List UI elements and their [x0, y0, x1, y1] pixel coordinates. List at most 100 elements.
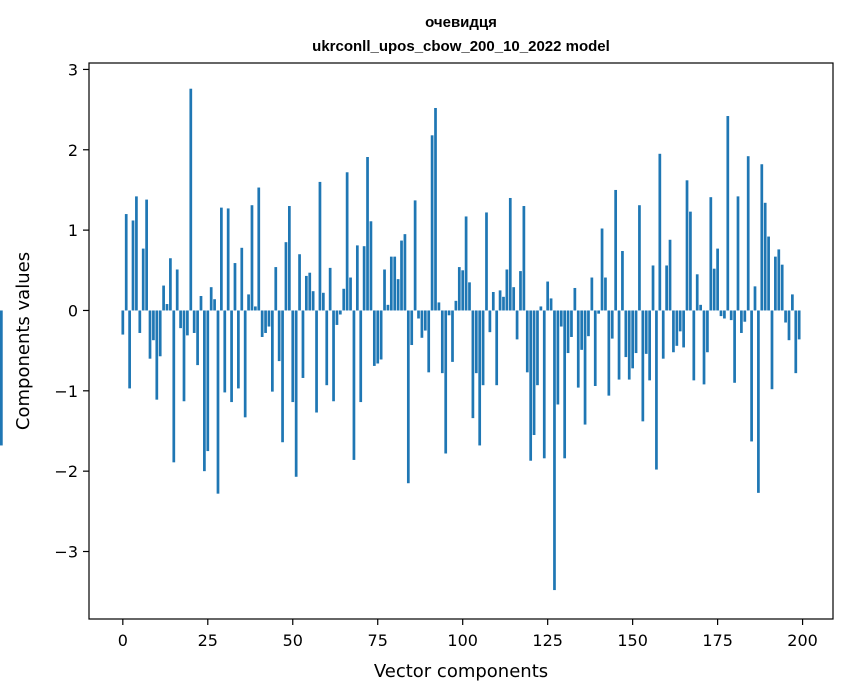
bar-69	[355, 245, 359, 311]
bar-54	[304, 275, 308, 311]
bar-58	[318, 181, 322, 311]
bar-191	[770, 310, 774, 390]
bar-106	[481, 310, 485, 386]
bar-154	[644, 310, 648, 354]
bar-93	[437, 302, 441, 311]
bar-49	[288, 206, 291, 311]
bar-197	[791, 294, 794, 311]
bar-192	[774, 256, 777, 311]
bar-series	[0, 88, 801, 591]
bar-87	[417, 310, 420, 319]
x-tick-label: 50	[283, 631, 303, 650]
bar-130	[563, 310, 567, 459]
bar-132	[570, 310, 573, 337]
bar-38	[250, 205, 254, 311]
bar-4	[135, 196, 138, 311]
bar-88	[420, 310, 424, 338]
bar-73	[369, 221, 373, 311]
bar-115	[512, 287, 516, 311]
bar-142	[604, 277, 607, 311]
bar-11	[158, 310, 162, 357]
bar-162	[672, 310, 675, 353]
bar-109	[491, 291, 495, 311]
bar-114	[508, 197, 512, 311]
bar-75	[376, 310, 380, 364]
bar-7	[145, 199, 148, 311]
bar-36	[243, 310, 247, 418]
bar-188	[760, 164, 764, 311]
bar-0	[121, 310, 125, 335]
bar-125	[546, 281, 550, 311]
bar-81	[396, 279, 400, 311]
bar-59	[321, 292, 325, 311]
bar-178	[726, 116, 730, 311]
bar-104	[474, 310, 478, 374]
bar-30	[223, 310, 227, 393]
bar-8	[148, 310, 152, 359]
bar-43	[267, 310, 271, 327]
bar-112	[502, 296, 505, 311]
bar-96	[447, 310, 451, 316]
bar-179	[729, 310, 733, 321]
bar-2	[128, 310, 131, 389]
bar-148	[624, 310, 628, 358]
bar-177	[723, 310, 726, 319]
bar-127	[553, 310, 556, 591]
x-axis-label: Vector components	[374, 661, 548, 682]
bar-147	[621, 251, 624, 311]
bar-29	[220, 207, 223, 311]
bar-16	[175, 269, 179, 311]
bar-48	[284, 242, 288, 311]
bar-92	[434, 107, 437, 311]
bar-74	[372, 310, 376, 366]
bar-42	[264, 310, 267, 333]
bar-19	[186, 310, 189, 336]
bar-143	[607, 310, 611, 396]
bar-56	[311, 291, 315, 311]
y-axis-label: Components values	[13, 252, 34, 430]
bar-41	[260, 310, 264, 337]
bar-32	[230, 310, 233, 403]
bar-27	[213, 299, 216, 311]
bar-163	[675, 310, 679, 346]
bar-100	[461, 270, 465, 311]
bar-79	[389, 256, 393, 311]
bar-37	[247, 294, 250, 311]
bar-174	[712, 268, 716, 311]
bar-71	[362, 246, 366, 311]
y-tick-label: −3	[54, 543, 78, 562]
bar-60	[325, 310, 329, 386]
bar-72	[366, 157, 369, 311]
x-tick-label: 0	[118, 631, 128, 650]
bar-168	[692, 310, 696, 381]
bar-151	[634, 310, 638, 354]
bar-70	[359, 310, 363, 403]
x-tick-label: 125	[532, 631, 563, 650]
bar-55	[308, 272, 312, 311]
bar-117	[519, 271, 522, 311]
bar-23	[199, 296, 203, 311]
bar-102	[468, 282, 471, 311]
bar-6	[141, 248, 145, 311]
bar-47	[281, 310, 284, 443]
x-axis-ticks: 0 25 50 75 100 125 150 175 200	[118, 619, 818, 650]
y-tick-label: 3	[68, 60, 78, 79]
bar-169	[695, 274, 699, 311]
y-tick-label: 0	[68, 301, 78, 320]
bar-184	[746, 156, 750, 311]
bar-103	[471, 310, 475, 419]
bar-186	[753, 286, 757, 311]
bar-140	[597, 310, 601, 314]
y-tick-label: 1	[68, 221, 78, 240]
bar-105	[478, 310, 482, 446]
bar-12	[162, 285, 165, 311]
bar-61	[328, 267, 332, 311]
bar-39	[254, 306, 257, 311]
bar-195	[784, 310, 787, 323]
bar-193	[777, 249, 781, 311]
bar-65	[342, 288, 346, 311]
bar-85	[410, 310, 414, 346]
bar-176	[719, 310, 723, 317]
bar-149	[627, 310, 631, 380]
